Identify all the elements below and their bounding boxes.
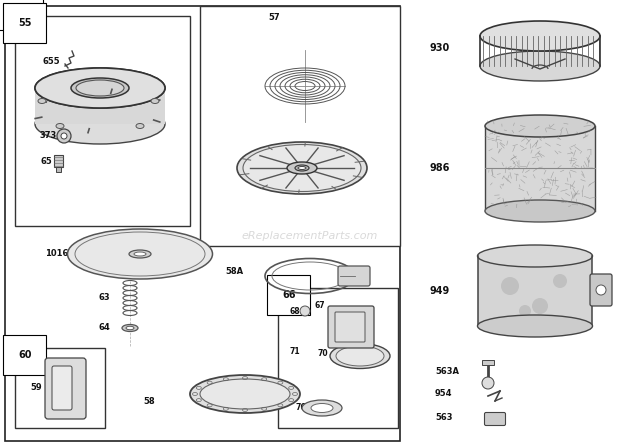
Text: 563A: 563A — [435, 367, 459, 376]
Ellipse shape — [311, 404, 333, 413]
Text: 1016: 1016 — [45, 249, 68, 259]
Ellipse shape — [477, 315, 593, 337]
Text: 563: 563 — [435, 413, 453, 422]
Text: 70: 70 — [317, 350, 328, 359]
FancyBboxPatch shape — [484, 413, 505, 425]
Ellipse shape — [122, 325, 138, 331]
Bar — [478, 256, 592, 326]
Bar — [278, 288, 398, 428]
Text: 55: 55 — [18, 18, 32, 28]
Bar — [15, 348, 105, 428]
Circle shape — [532, 298, 548, 314]
Ellipse shape — [35, 68, 165, 108]
Text: 76: 76 — [295, 404, 306, 413]
Ellipse shape — [295, 165, 309, 171]
Ellipse shape — [302, 400, 342, 416]
Text: 67: 67 — [314, 301, 325, 310]
Text: 954: 954 — [435, 389, 453, 398]
Text: 68: 68 — [290, 306, 300, 315]
Ellipse shape — [75, 232, 205, 276]
Circle shape — [57, 129, 71, 143]
Ellipse shape — [480, 51, 600, 81]
Ellipse shape — [237, 142, 367, 194]
Ellipse shape — [56, 124, 64, 128]
Text: 57: 57 — [268, 13, 280, 22]
Circle shape — [300, 306, 310, 316]
FancyBboxPatch shape — [52, 366, 72, 410]
FancyBboxPatch shape — [335, 312, 365, 342]
Ellipse shape — [200, 379, 290, 409]
Text: 949: 949 — [430, 286, 450, 296]
Bar — [200, 6, 400, 246]
Text: 58A: 58A — [225, 267, 243, 276]
Bar — [5, 6, 400, 441]
Circle shape — [61, 133, 67, 139]
Bar — [15, 16, 190, 226]
Text: 930: 930 — [430, 43, 450, 53]
Text: 66: 66 — [282, 290, 296, 300]
FancyBboxPatch shape — [590, 274, 612, 306]
Ellipse shape — [76, 80, 124, 96]
FancyBboxPatch shape — [338, 266, 370, 286]
Ellipse shape — [190, 375, 300, 413]
Text: 65: 65 — [40, 157, 52, 165]
Ellipse shape — [68, 229, 213, 279]
Ellipse shape — [485, 200, 595, 222]
Bar — [482, 360, 494, 365]
Ellipse shape — [129, 250, 151, 258]
Text: 373: 373 — [40, 132, 57, 140]
Ellipse shape — [151, 99, 159, 103]
Ellipse shape — [136, 124, 144, 128]
Text: 64: 64 — [98, 323, 110, 333]
Ellipse shape — [126, 326, 134, 330]
Circle shape — [596, 285, 606, 295]
Ellipse shape — [477, 245, 593, 267]
Text: 986: 986 — [430, 163, 450, 173]
Ellipse shape — [38, 99, 46, 103]
Bar — [56, 167, 61, 172]
Circle shape — [482, 377, 494, 389]
Bar — [35, 88, 165, 124]
Ellipse shape — [71, 78, 129, 98]
Ellipse shape — [336, 346, 384, 366]
Circle shape — [501, 277, 519, 295]
Text: 59: 59 — [30, 384, 42, 392]
Text: 56: 56 — [268, 183, 280, 193]
Ellipse shape — [298, 166, 306, 169]
FancyBboxPatch shape — [328, 306, 374, 348]
Text: 608: 608 — [8, 5, 29, 15]
Circle shape — [519, 305, 531, 317]
Bar — [54, 155, 63, 167]
Ellipse shape — [35, 68, 165, 108]
Ellipse shape — [287, 162, 317, 174]
Ellipse shape — [480, 21, 600, 51]
Text: 71: 71 — [290, 347, 300, 355]
Ellipse shape — [485, 115, 595, 137]
FancyBboxPatch shape — [45, 358, 86, 419]
Ellipse shape — [35, 104, 165, 144]
Text: 63: 63 — [99, 293, 110, 302]
Circle shape — [553, 274, 567, 288]
Ellipse shape — [243, 145, 361, 191]
Text: 60: 60 — [18, 350, 32, 360]
Bar — [485, 126, 595, 211]
Ellipse shape — [134, 252, 146, 256]
Ellipse shape — [330, 343, 390, 368]
Text: eReplacementParts.com: eReplacementParts.com — [242, 231, 378, 241]
Text: 655: 655 — [42, 57, 60, 66]
Text: 58: 58 — [143, 396, 155, 405]
